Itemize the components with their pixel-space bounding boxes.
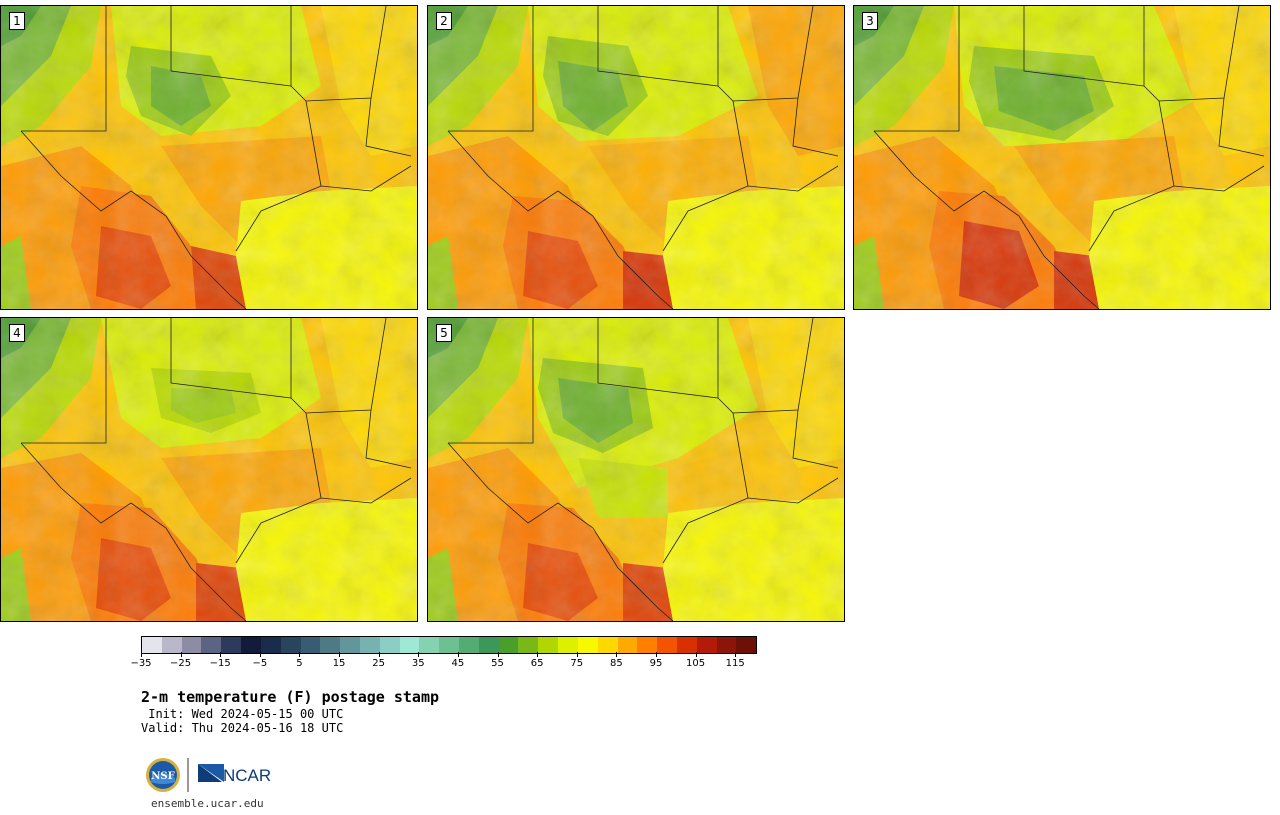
colorbar-tick-label: 55 [491, 658, 504, 669]
nsf-logo-text: NSF [151, 771, 174, 782]
colorbar-tick-label: −25 [170, 658, 192, 669]
colorbar-tick-label: −15 [209, 658, 231, 669]
figure-title: 2-m temperature (F) postage stamp [141, 688, 440, 706]
ensemble-url[interactable]: ensemble.ucar.edu [151, 797, 264, 810]
valid-time: Valid: Thu 2024-05-16 18 UTC [141, 721, 344, 735]
colorbar-segment [340, 637, 360, 653]
postage-stamp-5: 5 [427, 317, 845, 622]
colorbar-tick-label: 95 [649, 658, 663, 669]
colorbar-tick [418, 652, 420, 657]
stamp-number-label: 1 [9, 12, 25, 30]
stamp-number-label: 5 [436, 324, 452, 342]
temperature-map-2 [428, 6, 844, 309]
colorbar-segment [676, 637, 697, 653]
nsf-ncar-logo-icon: NSF NCAR [146, 758, 271, 792]
colorbar-tick [576, 652, 578, 657]
colorbar-tick [220, 652, 222, 657]
colorbar-tick-label: 65 [530, 658, 544, 669]
colorbar-segment [280, 637, 301, 653]
postage-stamp-4: 4 [0, 317, 418, 622]
colorbar-segment [597, 637, 618, 653]
colorbar-segment [379, 637, 400, 653]
colorbar-segment [518, 637, 539, 653]
stamp-number-label: 4 [9, 324, 25, 342]
colorbar-segment [439, 637, 459, 653]
colorbar-segment [181, 637, 202, 653]
colorbar-segment [657, 637, 677, 653]
colorbar-ticks: −35 −25 −15 −5 5 15 25 35 45 55 65 75 85 95 105 115 [130, 652, 757, 674]
colorbar-segment [320, 637, 341, 653]
colorbar-tick-label: 35 [411, 658, 425, 669]
colorbar-segment [221, 637, 242, 653]
colorbar-segment [617, 637, 638, 653]
colorbar-tick-label: 105 [686, 658, 706, 669]
postage-stamp-3: 3 [853, 5, 1271, 310]
colorbar-tick [695, 652, 697, 657]
ncar-logo-text: NCAR [223, 766, 271, 785]
colorbar-tick-label: 85 [609, 658, 623, 669]
colorbar-tick-label: 15 [332, 658, 346, 669]
colorbar-tick [655, 652, 657, 657]
colorbar-tick-label: 45 [451, 658, 465, 669]
colorbar-segment [459, 637, 479, 653]
colorbar-segment [736, 637, 757, 653]
colorbar-segment [201, 637, 222, 653]
colorbar-tick [537, 652, 539, 657]
temperature-map-1 [1, 6, 417, 309]
colorbar-tick [339, 652, 341, 657]
colorbar-segment [538, 637, 559, 653]
colorbar-tick-label: 25 [372, 658, 386, 669]
sponsor-logos: NSF NCAR [144, 756, 284, 794]
colorbar-segment [419, 637, 440, 653]
colorbar-segment [260, 637, 281, 653]
colorbar-segment [399, 637, 420, 653]
colorbar-tick [299, 652, 301, 657]
colorbar-tick [180, 652, 182, 657]
colorbar-segment [142, 637, 162, 653]
stamp-number-label: 3 [862, 12, 878, 30]
colorbar-tick [457, 652, 459, 657]
colorbar-segment [478, 637, 499, 653]
colorbar-tick [616, 652, 618, 657]
colorbar-tick-label: 5 [296, 658, 303, 669]
colorbar-segment [577, 637, 598, 653]
colorbar-tick [141, 652, 142, 657]
temperature-map-5 [428, 318, 844, 621]
colorbar-segment [637, 637, 658, 653]
colorbar-tick-label: 115 [725, 658, 745, 669]
colorbar-segment [241, 637, 261, 653]
colorbar-segment [558, 637, 578, 653]
colorbar-tick [259, 652, 261, 657]
colorbar-segment [696, 637, 717, 653]
postage-stamp-1: 1 [0, 5, 418, 310]
colorbar-tick [735, 652, 737, 657]
temperature-map-3 [854, 6, 1270, 309]
colorbar-segment [498, 637, 519, 653]
temperature-colorbar [141, 636, 757, 654]
colorbar-tick [497, 652, 499, 657]
temperature-map-4 [1, 318, 417, 621]
colorbar-tick [378, 652, 380, 657]
colorbar-tick-label: −5 [252, 658, 268, 669]
stamp-number-label: 2 [436, 12, 452, 30]
colorbar-segment [359, 637, 380, 653]
init-time: Init: Wed 2024-05-15 00 UTC [141, 707, 344, 721]
colorbar-segment [300, 637, 321, 653]
postage-stamp-2: 2 [427, 5, 845, 310]
colorbar-segment [161, 637, 182, 653]
colorbar-segment [716, 637, 737, 653]
colorbar-tick-label: −35 [130, 658, 152, 669]
colorbar-tick-label: 75 [570, 658, 584, 669]
